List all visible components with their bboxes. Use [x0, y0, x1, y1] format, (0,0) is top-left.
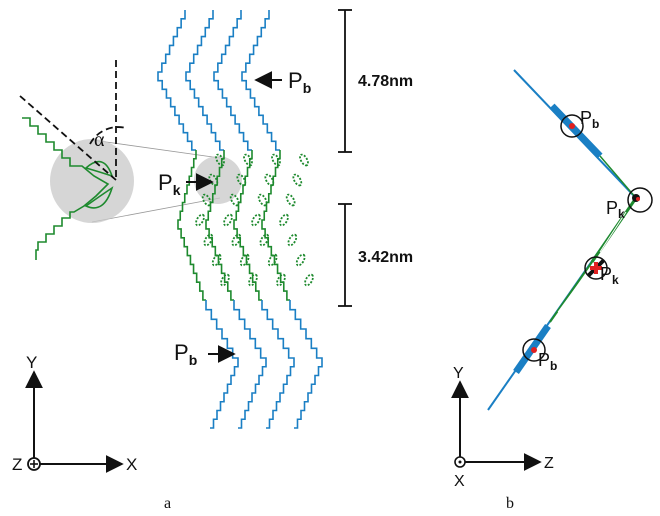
kink-loop-bead [195, 213, 205, 227]
magnified-green-strand [22, 117, 110, 260]
kink-loop-bead [211, 253, 222, 267]
kink-loop-bead [285, 193, 296, 207]
axis-x-label-a: X [126, 455, 137, 474]
pb-top-marker [560, 114, 584, 138]
pb-bottom-label-b: Pb [538, 350, 557, 373]
kink-loop-bead [259, 233, 270, 247]
helix-top-blue-2 [185, 10, 224, 151]
axis-z-label-b: Z [544, 455, 554, 472]
pb-top-label-a: Pb [288, 68, 311, 96]
kink-loop-bead [299, 153, 309, 167]
dimension-top-label: 4.78nm [358, 73, 413, 90]
kink-loop-bead [201, 193, 212, 207]
helix-bottom-blue-4 [289, 300, 323, 429]
helix-middle-green-2 [205, 150, 234, 301]
upper-arm [513, 69, 637, 199]
kink-loop-bead [257, 193, 268, 207]
helix-middle-green-1 [177, 150, 206, 301]
svg-text:Pk: Pk [158, 170, 181, 198]
caption-b: b [506, 495, 514, 512]
pb-bottom-label-a: Pb [174, 340, 197, 368]
axis-z-label-a: Z [12, 455, 22, 474]
kink-loop-bead [251, 213, 261, 227]
panel-b: Pb Pk Pk Pb Y Z X b [451, 69, 653, 512]
pk-label-a: Pk [158, 170, 181, 198]
alpha-symbol: α [94, 129, 105, 151]
axis-y-label-a: Y [26, 353, 37, 372]
kink-loop-bead [231, 233, 242, 247]
svg-text:Pb: Pb [288, 68, 311, 96]
axes-a [25, 370, 124, 473]
panel-a: α Pk Pb Pb 4.78nm 3.42nm [12, 9, 413, 512]
helix-bottom-blue-1 [205, 300, 239, 429]
helix-bottom-blue-2 [233, 300, 267, 429]
kink-loop-bead [287, 233, 298, 247]
kink-loop-bead [279, 213, 289, 227]
axis-x-label-b: X [454, 473, 465, 490]
pk-bottom-label-b: Pk [600, 264, 619, 287]
kink-loop-bead [267, 253, 278, 267]
svg-text:Pb: Pb [174, 340, 197, 368]
caption-a: a [164, 495, 171, 512]
helix-strands [157, 10, 323, 429]
kink-loop-bead [239, 253, 250, 267]
pb-top-label-b: Pb [580, 108, 599, 131]
pb-bottom-marker [522, 338, 546, 362]
kink-loop-bead [223, 213, 233, 227]
helix-top-blue-3 [213, 10, 252, 151]
dimension-bar-top [338, 9, 352, 153]
kink-loop-bead [295, 253, 306, 267]
helix-middle-green-3 [233, 150, 262, 301]
lower-arm [487, 197, 638, 411]
pk-top-marker [627, 187, 653, 213]
pk-bottom-marker [584, 256, 608, 280]
axes-b [451, 380, 542, 471]
magnified-kink-circle [50, 139, 134, 223]
dimension-bar-bottom [338, 203, 352, 307]
magnifier-cone [91, 139, 221, 223]
pk-top-label-b: Pk [606, 198, 625, 221]
kink-loop-bead [203, 233, 214, 247]
helix-top-blue-1 [157, 10, 196, 151]
kink-loop-bead [304, 273, 314, 287]
angle-dashed-lines [19, 60, 127, 181]
kink-loop-bead [229, 193, 240, 207]
dimension-bottom-label: 3.42nm [358, 249, 413, 266]
helix-bottom-blue-3 [261, 300, 295, 429]
kink-loop-bead [292, 173, 303, 187]
helix-top-blue-4 [241, 10, 280, 151]
axis-y-label-b: Y [453, 365, 464, 382]
helix-middle-green-4 [261, 150, 290, 301]
